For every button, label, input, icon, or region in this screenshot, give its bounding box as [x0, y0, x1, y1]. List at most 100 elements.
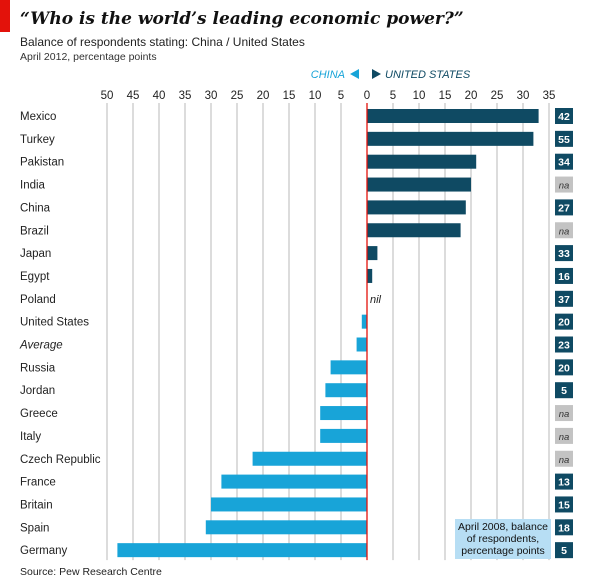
value-2008-box: [555, 153, 573, 170]
value-2008-germany: 5: [561, 545, 567, 557]
value-2008-box: [555, 290, 573, 307]
value-2008-britain: 15: [558, 499, 570, 511]
bar-india: [367, 177, 471, 192]
x-tick-label: 25: [231, 90, 244, 102]
value-2008-box: [555, 130, 573, 147]
value-2008-jordan: 5: [561, 385, 567, 397]
value-2008-box: [555, 405, 573, 422]
value-2008-box: [555, 222, 573, 239]
value-2008-box: [555, 519, 573, 536]
x-tick-label: 45: [127, 90, 140, 102]
chart-subtitle: Balance of respondents stating: China / …: [20, 35, 305, 49]
value-2008-czech-republic: na: [559, 455, 570, 466]
value-2008-brazil: na: [559, 226, 570, 237]
x-tick-label: 15: [439, 90, 452, 102]
value-2008-box: [555, 336, 573, 353]
bar-japan: [367, 246, 378, 261]
value-2008-japan: 33: [558, 248, 570, 260]
category-label-czech-republic: Czech Republic: [20, 454, 101, 466]
category-label-greece: Greece: [20, 408, 58, 420]
category-label-turkey: Turkey: [20, 134, 55, 146]
category-label-jordan: Jordan: [20, 385, 55, 397]
value-2008-box: [555, 382, 573, 399]
bar-germany: [117, 543, 368, 558]
category-label-germany: Germany: [20, 545, 68, 557]
value-2008-box: [555, 496, 573, 513]
value-2008-box: [555, 473, 573, 490]
x-tick-label: 25: [491, 90, 504, 102]
x-tick-label: 5: [338, 90, 344, 102]
chart-date-note: April 2012, percentage points: [20, 51, 157, 63]
category-label-france: France: [20, 477, 56, 489]
category-label-pakistan: Pakistan: [20, 157, 64, 169]
value-2008-greece: na: [559, 409, 570, 420]
value-2008-india: na: [559, 181, 570, 192]
value-2008-united-states: 20: [558, 317, 570, 329]
x-tick-label: 10: [413, 90, 426, 102]
bar-greece: [320, 406, 367, 421]
direction-arrow-us: [372, 69, 381, 79]
x-tick-label: 35: [179, 90, 192, 102]
value-2008-box: [555, 176, 573, 193]
april-2008-annotation: April 2008, balance of respondents, perc…: [455, 519, 551, 559]
category-label-britain: Britain: [20, 499, 53, 511]
value-2008-box: [555, 359, 573, 376]
bar-spain: [205, 520, 367, 535]
bar-brazil: [367, 223, 461, 238]
bar-mexico: [367, 109, 539, 123]
bar-egypt: [367, 268, 373, 283]
direction-label-china: CHINA: [311, 69, 345, 81]
value-2008-box: [555, 199, 573, 216]
direction-label-us: UNITED STATES: [385, 69, 471, 81]
chart-title: “Who is the world’s leading economic pow…: [20, 9, 464, 29]
bar-united-states: [361, 314, 367, 329]
category-label-spain: Spain: [20, 522, 49, 534]
x-tick-label: 40: [153, 90, 166, 102]
x-tick-label: 30: [517, 90, 530, 102]
bar-italy: [320, 428, 367, 443]
x-tick-label: 0: [364, 90, 370, 102]
category-label-italy: Italy: [20, 431, 41, 443]
bar-france: [221, 474, 367, 489]
brand-red-tag: [0, 0, 10, 32]
value-2008-box: [555, 108, 573, 124]
value-2008-box: [555, 313, 573, 330]
x-tick-label: 15: [283, 90, 296, 102]
bar-turkey: [367, 131, 534, 146]
bar-jordan: [325, 383, 367, 398]
value-2008-egypt: 16: [558, 271, 570, 283]
x-tick-label: 5: [390, 90, 396, 102]
x-tick-label: 20: [465, 90, 478, 102]
bar-average: [356, 337, 367, 352]
value-2008-turkey: 55: [558, 134, 570, 146]
value-2008-italy: na: [559, 432, 570, 443]
category-label-brazil: Brazil: [20, 225, 49, 237]
value-2008-average: 23: [558, 340, 570, 352]
chart-source: Source: Pew Research Centre: [20, 566, 162, 578]
category-label-average: Average: [19, 340, 63, 352]
category-label-china: China: [20, 202, 51, 214]
value-2008-spain: 18: [558, 522, 570, 534]
x-tick-label: 35: [543, 90, 556, 102]
value-2008-box: [555, 542, 573, 559]
category-label-egypt: Egypt: [20, 271, 50, 283]
direction-arrow-china: [350, 69, 359, 79]
category-label-poland: Poland: [20, 294, 56, 306]
x-tick-label: 50: [101, 90, 114, 102]
value-2008-box: [555, 245, 573, 262]
value-2008-box: [555, 427, 573, 444]
bar-britain: [211, 497, 367, 512]
zero-value-label: nil: [370, 294, 382, 306]
x-tick-label: 20: [257, 90, 270, 102]
category-label-mexico: Mexico: [20, 111, 56, 123]
bar-czech-republic: [252, 451, 367, 466]
category-label-japan: Japan: [20, 248, 51, 260]
bar-pakistan: [367, 154, 477, 169]
category-label-united-states: United States: [20, 317, 89, 329]
value-2008-mexico: 42: [558, 111, 570, 123]
bar-china: [367, 200, 466, 215]
value-2008-russia: 20: [558, 362, 570, 374]
x-tick-label: 10: [309, 90, 322, 102]
value-2008-china: 27: [558, 202, 570, 214]
